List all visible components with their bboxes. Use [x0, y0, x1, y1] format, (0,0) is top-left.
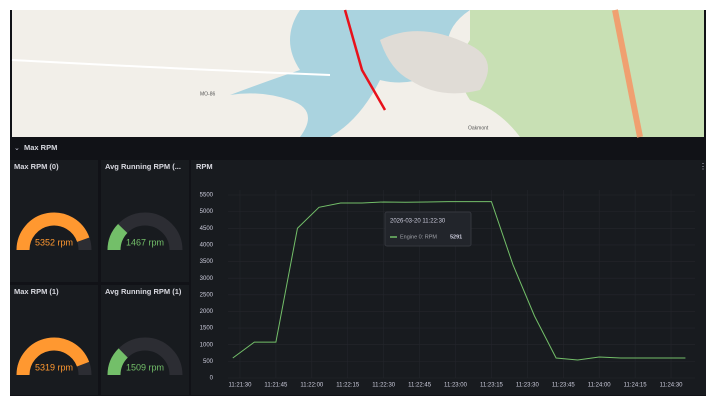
- dashboard: MO-86 Oakmont ⌄ Max RPM RPM ⋮ Max RPM (0…: [0, 0, 716, 404]
- y-tick-label: 2000: [200, 309, 214, 315]
- y-tick-label: 1000: [200, 342, 214, 348]
- collapse-icon[interactable]: ⌄: [14, 145, 20, 152]
- map: MO-86 Oakmont: [12, 10, 704, 137]
- x-tick-label: 11:22:30: [372, 383, 396, 389]
- gauge-title: Max RPM (0): [14, 162, 59, 171]
- gauge-title: Avg Running RPM (...: [105, 162, 181, 171]
- gauge-value: 5319 rpm: [35, 362, 73, 372]
- x-tick-label: 11:24:30: [660, 383, 684, 389]
- menu-icon[interactable]: ⋮: [699, 162, 707, 171]
- y-tick-label: 2500: [200, 292, 214, 298]
- x-tick-label: 11:23:30: [516, 383, 540, 389]
- x-tick-label: 11:22:45: [408, 383, 432, 389]
- x-tick-label: 11:21:45: [264, 383, 288, 389]
- gauge-value: 1467 rpm: [126, 237, 164, 247]
- gauge-value: 5352 rpm: [35, 237, 73, 247]
- x-tick-label: 11:22:00: [300, 383, 324, 389]
- y-tick-label: 500: [203, 359, 214, 365]
- tooltip-series: Engine 0: RPM: [400, 234, 437, 240]
- y-tick-label: 4000: [200, 242, 214, 248]
- x-tick-label: 11:23:45: [552, 383, 576, 389]
- chart-title: RPM: [196, 162, 213, 171]
- gauge-title: Max RPM (1): [14, 287, 59, 296]
- map-label: MO-86: [200, 91, 216, 97]
- y-tick-label: 3500: [200, 259, 214, 265]
- tooltip: [385, 212, 471, 246]
- x-tick-label: 11:22:15: [336, 383, 360, 389]
- x-tick-label: 11:24:00: [588, 383, 612, 389]
- map-label: Oakmont: [468, 125, 489, 131]
- tooltip-value: 5291: [450, 234, 462, 240]
- y-tick-label: 1500: [200, 326, 214, 332]
- tooltip-title: 2026-03-20 11:22:30: [390, 219, 446, 225]
- section-title[interactable]: Max RPM: [24, 143, 57, 152]
- x-tick-label: 11:23:15: [480, 383, 504, 389]
- y-tick-label: 4500: [200, 226, 214, 232]
- x-tick-label: 11:21:30: [229, 383, 253, 389]
- x-tick-label: 11:24:15: [624, 383, 648, 389]
- y-tick-label: 5500: [200, 193, 214, 199]
- y-tick-label: 3000: [200, 276, 214, 282]
- gauge-title: Avg Running RPM (1): [105, 287, 182, 296]
- page: MO-86 Oakmont ⌄ Max RPM RPM ⋮ Max RPM (0…: [0, 0, 716, 404]
- x-tick-label: 11:23:00: [444, 383, 468, 389]
- y-tick-label: 5000: [200, 209, 214, 215]
- gauge-value: 1509 rpm: [126, 362, 164, 372]
